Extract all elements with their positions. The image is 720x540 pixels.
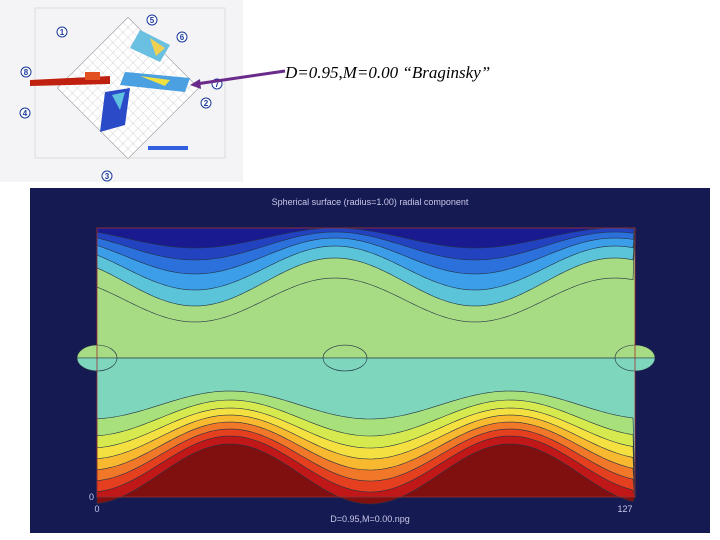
contour-band — [96, 227, 636, 249]
callout-circle — [20, 66, 32, 78]
callout-circle — [176, 31, 188, 43]
contour-eye — [322, 357, 368, 372]
grid-line — [92, 52, 164, 124]
contour-band — [96, 443, 636, 505]
grid-line — [62, 82, 134, 154]
color-patch — [140, 76, 170, 86]
callout-number: 3 — [105, 172, 110, 181]
corner-label: 0 — [89, 492, 94, 502]
callout-number: 8 — [24, 68, 29, 77]
callout-number: 4 — [23, 109, 28, 118]
corner-label: 127 — [617, 504, 632, 514]
callout-circle — [101, 170, 113, 182]
plot-title: Spherical surface (radius=1.00) radial c… — [272, 197, 469, 207]
callout-number: 7 — [215, 80, 220, 89]
inset-diagram: 1 5 6 8 4 7 2 3 — [19, 7, 226, 182]
callout-circle — [200, 97, 212, 109]
color-patch — [112, 92, 125, 110]
corner-label: 0 — [94, 504, 99, 514]
callout-circle — [146, 14, 158, 26]
callout-circle — [19, 107, 31, 119]
contour-eye — [322, 344, 368, 359]
color-patch — [150, 38, 165, 56]
colorbar — [148, 146, 188, 150]
grid-line — [122, 82, 194, 154]
callout-circle — [56, 26, 68, 38]
color-patch — [85, 72, 100, 80]
pointer-arrow — [195, 69, 286, 86]
callout-number: 6 — [180, 33, 185, 42]
caption: D=0.95,M=0.00 “Braginsky” — [284, 63, 490, 82]
plot-footer: D=0.95,M=0.00.npg — [330, 514, 410, 524]
callout-number: 2 — [204, 99, 209, 108]
callout-number: 5 — [150, 16, 155, 25]
contour-plot — [76, 227, 656, 505]
plot-border — [96, 227, 636, 498]
color-patch — [130, 30, 170, 62]
callout-number: 1 — [60, 28, 65, 37]
pointer-head — [190, 79, 201, 89]
